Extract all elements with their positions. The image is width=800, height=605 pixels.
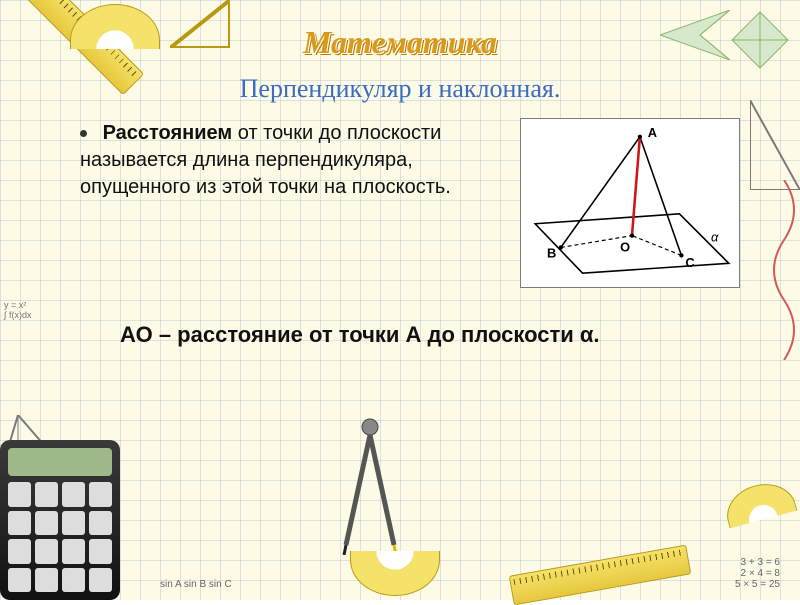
point-a xyxy=(638,135,642,139)
label-b: B xyxy=(547,245,556,260)
point-b xyxy=(559,245,563,249)
point-o xyxy=(630,233,634,237)
statement-text: АО – расстояние от точки А до плоскости … xyxy=(120,320,680,351)
label-o: O xyxy=(620,239,630,254)
geometry-diagram: A B C O α xyxy=(520,118,740,288)
definition-lead: Расстоянием xyxy=(103,122,233,144)
definition-bullet: Расстоянием от точки до плоскости называ… xyxy=(80,120,480,201)
label-alpha: α xyxy=(711,230,719,245)
definition-text: Расстоянием от точки до плоскости называ… xyxy=(80,122,451,198)
label-a: A xyxy=(648,125,657,140)
point-c xyxy=(679,253,683,257)
bullet-dot-icon xyxy=(80,130,87,137)
slide: y = x² ∫ f(x)dx sin A sin B sin C 3 + 3 … xyxy=(0,0,800,600)
label-c: C xyxy=(685,255,694,270)
subtitle: Перпендикуляр и наклонная. xyxy=(0,74,800,104)
page-title: Математика xyxy=(0,24,800,61)
